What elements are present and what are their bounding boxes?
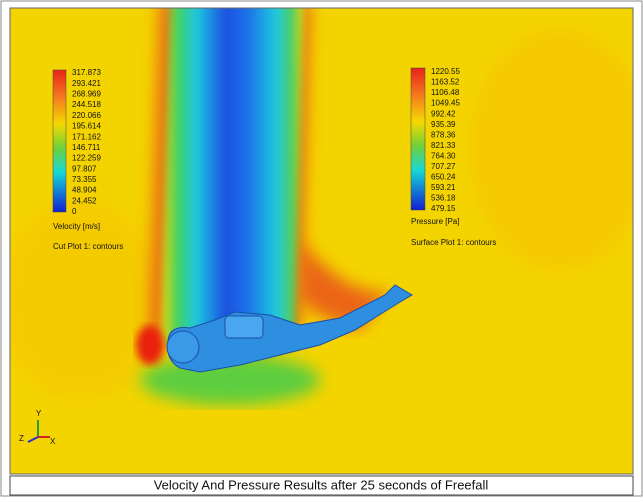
legend-tick-label: 764.30 — [431, 151, 456, 160]
legend-tick-label: 707.27 — [431, 162, 456, 171]
legend-tick-label: 1220.55 — [431, 67, 460, 76]
velocity-colorbar — [52, 69, 67, 213]
legend-tick-label: 122.259 — [72, 154, 101, 163]
legend-tick-label: 0 — [72, 207, 77, 216]
legend-tick-label: 650.24 — [431, 172, 456, 181]
legend-tick-label: 317.873 — [72, 68, 101, 77]
pressure-plot-label: Surface Plot 1: contours — [411, 238, 496, 247]
legend-tick-label: 171.162 — [72, 132, 101, 141]
legend-tick-label: 479.15 — [431, 204, 456, 213]
legend-tick-label: 1106.48 — [431, 88, 460, 97]
x-axis-label: X — [50, 437, 56, 446]
legend-tick-label: 195.614 — [72, 122, 101, 131]
field-region — [10, 200, 160, 400]
field-region — [470, 30, 633, 270]
backpack — [224, 315, 264, 339]
legend-tick-label: 244.518 — [72, 100, 101, 109]
contour-field — [10, 8, 633, 474]
legend-tick-label: 220.066 — [72, 111, 101, 120]
legend-tick-label: 1163.52 — [431, 78, 460, 87]
velocity-plot-label: Cut Plot 1: contours — [53, 242, 123, 251]
legend-tick-label: 73.355 — [72, 175, 97, 184]
legend-tick-label: 24.452 — [72, 196, 97, 205]
axis-triad: Y Z X — [19, 409, 56, 446]
legend-tick-label: 97.807 — [72, 164, 97, 173]
legend-tick-label: 593.21 — [431, 183, 456, 192]
legend-tick-label: 293.421 — [72, 79, 101, 88]
legend-tick-label: 1049.45 — [431, 99, 460, 108]
wake — [160, 8, 305, 358]
legend-tick-label: 821.33 — [431, 141, 456, 150]
viewport-border — [9, 7, 634, 475]
y-axis-label: Y — [36, 409, 42, 418]
legend-tick-label: 935.39 — [431, 120, 456, 129]
skydiver — [167, 284, 413, 373]
legend-tick-label: 48.904 — [72, 186, 97, 195]
caption: Velocity And Pressure Results after 25 s… — [154, 477, 489, 492]
z-axis-arrow — [27, 436, 39, 443]
legend-tick-label: 146.711 — [72, 143, 101, 152]
pressure-colorbar — [410, 67, 426, 211]
legend-tick-label: 878.36 — [431, 130, 456, 139]
velocity-title: Velocity [m/s] — [53, 222, 100, 231]
legend-tick-label: 992.42 — [431, 109, 456, 118]
legend-tick-label: 268.969 — [72, 89, 101, 98]
helmet — [166, 330, 200, 364]
legend-tick-label: 536.18 — [431, 194, 456, 203]
stagnation — [136, 325, 164, 365]
pressure-title: Pressure [Pa] — [411, 217, 459, 226]
caption-box — [9, 475, 634, 496]
z-axis-label: Z — [19, 434, 24, 443]
